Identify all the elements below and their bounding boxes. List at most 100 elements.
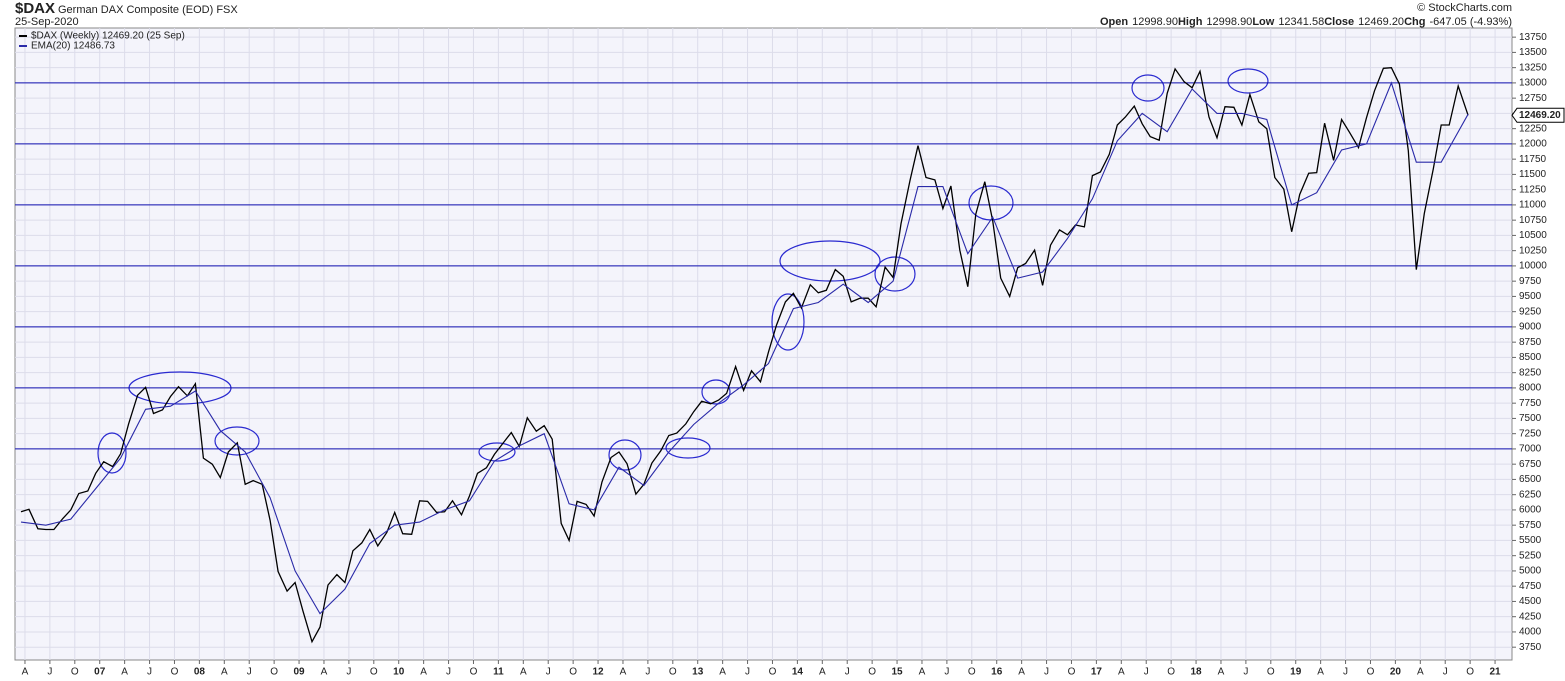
annotation-circle xyxy=(701,379,731,405)
y-tick-label: 6250 xyxy=(1519,489,1542,500)
y-tick-label: 5250 xyxy=(1519,550,1542,561)
x-tick-label: J xyxy=(745,667,750,678)
y-tick-label: 12000 xyxy=(1519,139,1547,150)
quote-label: High xyxy=(1178,16,1203,28)
x-tick-label: O xyxy=(669,667,677,678)
quote-label: Close xyxy=(1324,16,1354,28)
y-tick-label: 5750 xyxy=(1519,520,1542,531)
x-tick-label: 09 xyxy=(293,667,305,678)
quote-label: Chg xyxy=(1404,16,1425,28)
y-tick-label: 9500 xyxy=(1519,291,1542,302)
x-tick-label: O xyxy=(1068,667,1076,678)
x-tick-label: O xyxy=(569,667,577,678)
y-tick-label: 7500 xyxy=(1519,413,1542,424)
x-tick-label: J xyxy=(147,667,152,678)
annotation-circle xyxy=(874,256,916,292)
y-tick-label: 3750 xyxy=(1519,642,1542,653)
y-tick-label: 6750 xyxy=(1519,459,1542,470)
y-tick-label: 11500 xyxy=(1519,169,1547,180)
y-tick-label: 10000 xyxy=(1519,261,1547,272)
x-tick-label: A xyxy=(1118,667,1125,678)
legend-label: EMA(20) 12486.73 xyxy=(31,41,115,52)
x-tick-label: J xyxy=(944,667,949,678)
grid xyxy=(15,28,1512,660)
y-tick-label: 8000 xyxy=(1519,383,1542,394)
y-tick-label: 4250 xyxy=(1519,611,1542,622)
y-tick-label: 12750 xyxy=(1519,93,1547,104)
x-tick-label: A xyxy=(919,667,926,678)
x-tick-label: J xyxy=(446,667,451,678)
x-tick-label: J xyxy=(546,667,551,678)
quote-label: Open xyxy=(1100,16,1128,28)
plot-area xyxy=(14,27,1513,661)
quote: Open 12998.90High 12998.90Low 12341.58Close… xyxy=(1100,16,1512,28)
x-tick-label: 18 xyxy=(1190,667,1202,678)
x-tick-label: J xyxy=(247,667,252,678)
x-tick-label: O xyxy=(1167,667,1175,678)
x-tick-label: A xyxy=(819,667,826,678)
y-tick-label: 13750 xyxy=(1519,32,1547,43)
x-tick-label: A xyxy=(1018,667,1025,678)
annotation-circle xyxy=(771,293,805,351)
quote-value: -647.05 (-4.93%) xyxy=(1429,16,1512,28)
x-tick-label: J xyxy=(1343,667,1348,678)
y-tick-label: 4500 xyxy=(1519,596,1542,607)
y-tick-label: 8250 xyxy=(1519,367,1542,378)
x-tick-label: 16 xyxy=(991,667,1003,678)
x-tick-label: J xyxy=(1243,667,1248,678)
x-tick-label: A xyxy=(121,667,128,678)
x-tick-label: 08 xyxy=(194,667,206,678)
credit: © StockCharts.com xyxy=(1417,2,1512,14)
x-tick-label: O xyxy=(270,667,278,678)
x-tick-label: A xyxy=(22,667,29,678)
x-tick-label: J xyxy=(645,667,650,678)
y-tick-label: 10750 xyxy=(1519,215,1547,226)
quote-value: 12469.20 xyxy=(1358,16,1404,28)
y-tick-label: 10500 xyxy=(1519,230,1547,241)
y-tick-label: 13500 xyxy=(1519,47,1547,58)
x-tick-label: 11 xyxy=(493,667,504,678)
x-tick-label: 10 xyxy=(393,667,405,678)
last-price-label: 12469.20 xyxy=(1519,110,1561,121)
y-tick-label: 8750 xyxy=(1519,337,1542,348)
x-tick-label: O xyxy=(370,667,378,678)
y-tick-label: 6500 xyxy=(1519,474,1542,485)
chart-title: German DAX Composite (EOD) FSX xyxy=(58,4,238,16)
quote-value: 12998.90 xyxy=(1206,16,1252,28)
x-tick-label: A xyxy=(1417,667,1424,678)
annotation-circle xyxy=(478,442,516,462)
x-tick-label: 20 xyxy=(1390,667,1402,678)
x-tick-label: A xyxy=(321,667,328,678)
y-tick-label: 9000 xyxy=(1519,322,1542,333)
y-tick-label: 13000 xyxy=(1519,78,1547,89)
x-tick-label: A xyxy=(1218,667,1225,678)
y-tick-label: 12250 xyxy=(1519,123,1547,134)
y-tick-label: 6000 xyxy=(1519,505,1542,516)
x-tick-label: O xyxy=(868,667,876,678)
chart-date: 25-Sep-2020 xyxy=(15,16,79,28)
x-tick-label: O xyxy=(171,667,179,678)
x-tick-label: A xyxy=(221,667,228,678)
x-tick-label: O xyxy=(1267,667,1275,678)
x-tick-label: 13 xyxy=(692,667,704,678)
x-tick-label: J xyxy=(845,667,850,678)
x-tick-label: J xyxy=(47,667,52,678)
x-tick-label: 19 xyxy=(1290,667,1302,678)
x-tick-label: A xyxy=(1317,667,1324,678)
annotation-circle xyxy=(665,437,711,459)
x-tick-label: J xyxy=(1144,667,1149,678)
x-tick-label: O xyxy=(470,667,478,678)
quote-label: Low xyxy=(1252,16,1274,28)
legend-label: $DAX (Weekly) 12469.20 (25 Sep) xyxy=(31,31,185,42)
y-tick-label: 13250 xyxy=(1519,62,1547,73)
x-tick-label: O xyxy=(769,667,777,678)
symbol: $DAX xyxy=(15,0,55,17)
y-tick-label: 4750 xyxy=(1519,581,1542,592)
last-price-tag xyxy=(1511,107,1565,123)
x-tick-label: O xyxy=(1367,667,1375,678)
x-tick-label: 17 xyxy=(1091,667,1103,678)
annotation-circle xyxy=(608,439,642,471)
y-tick-label: 7250 xyxy=(1519,428,1542,439)
x-tick-label: O xyxy=(968,667,976,678)
